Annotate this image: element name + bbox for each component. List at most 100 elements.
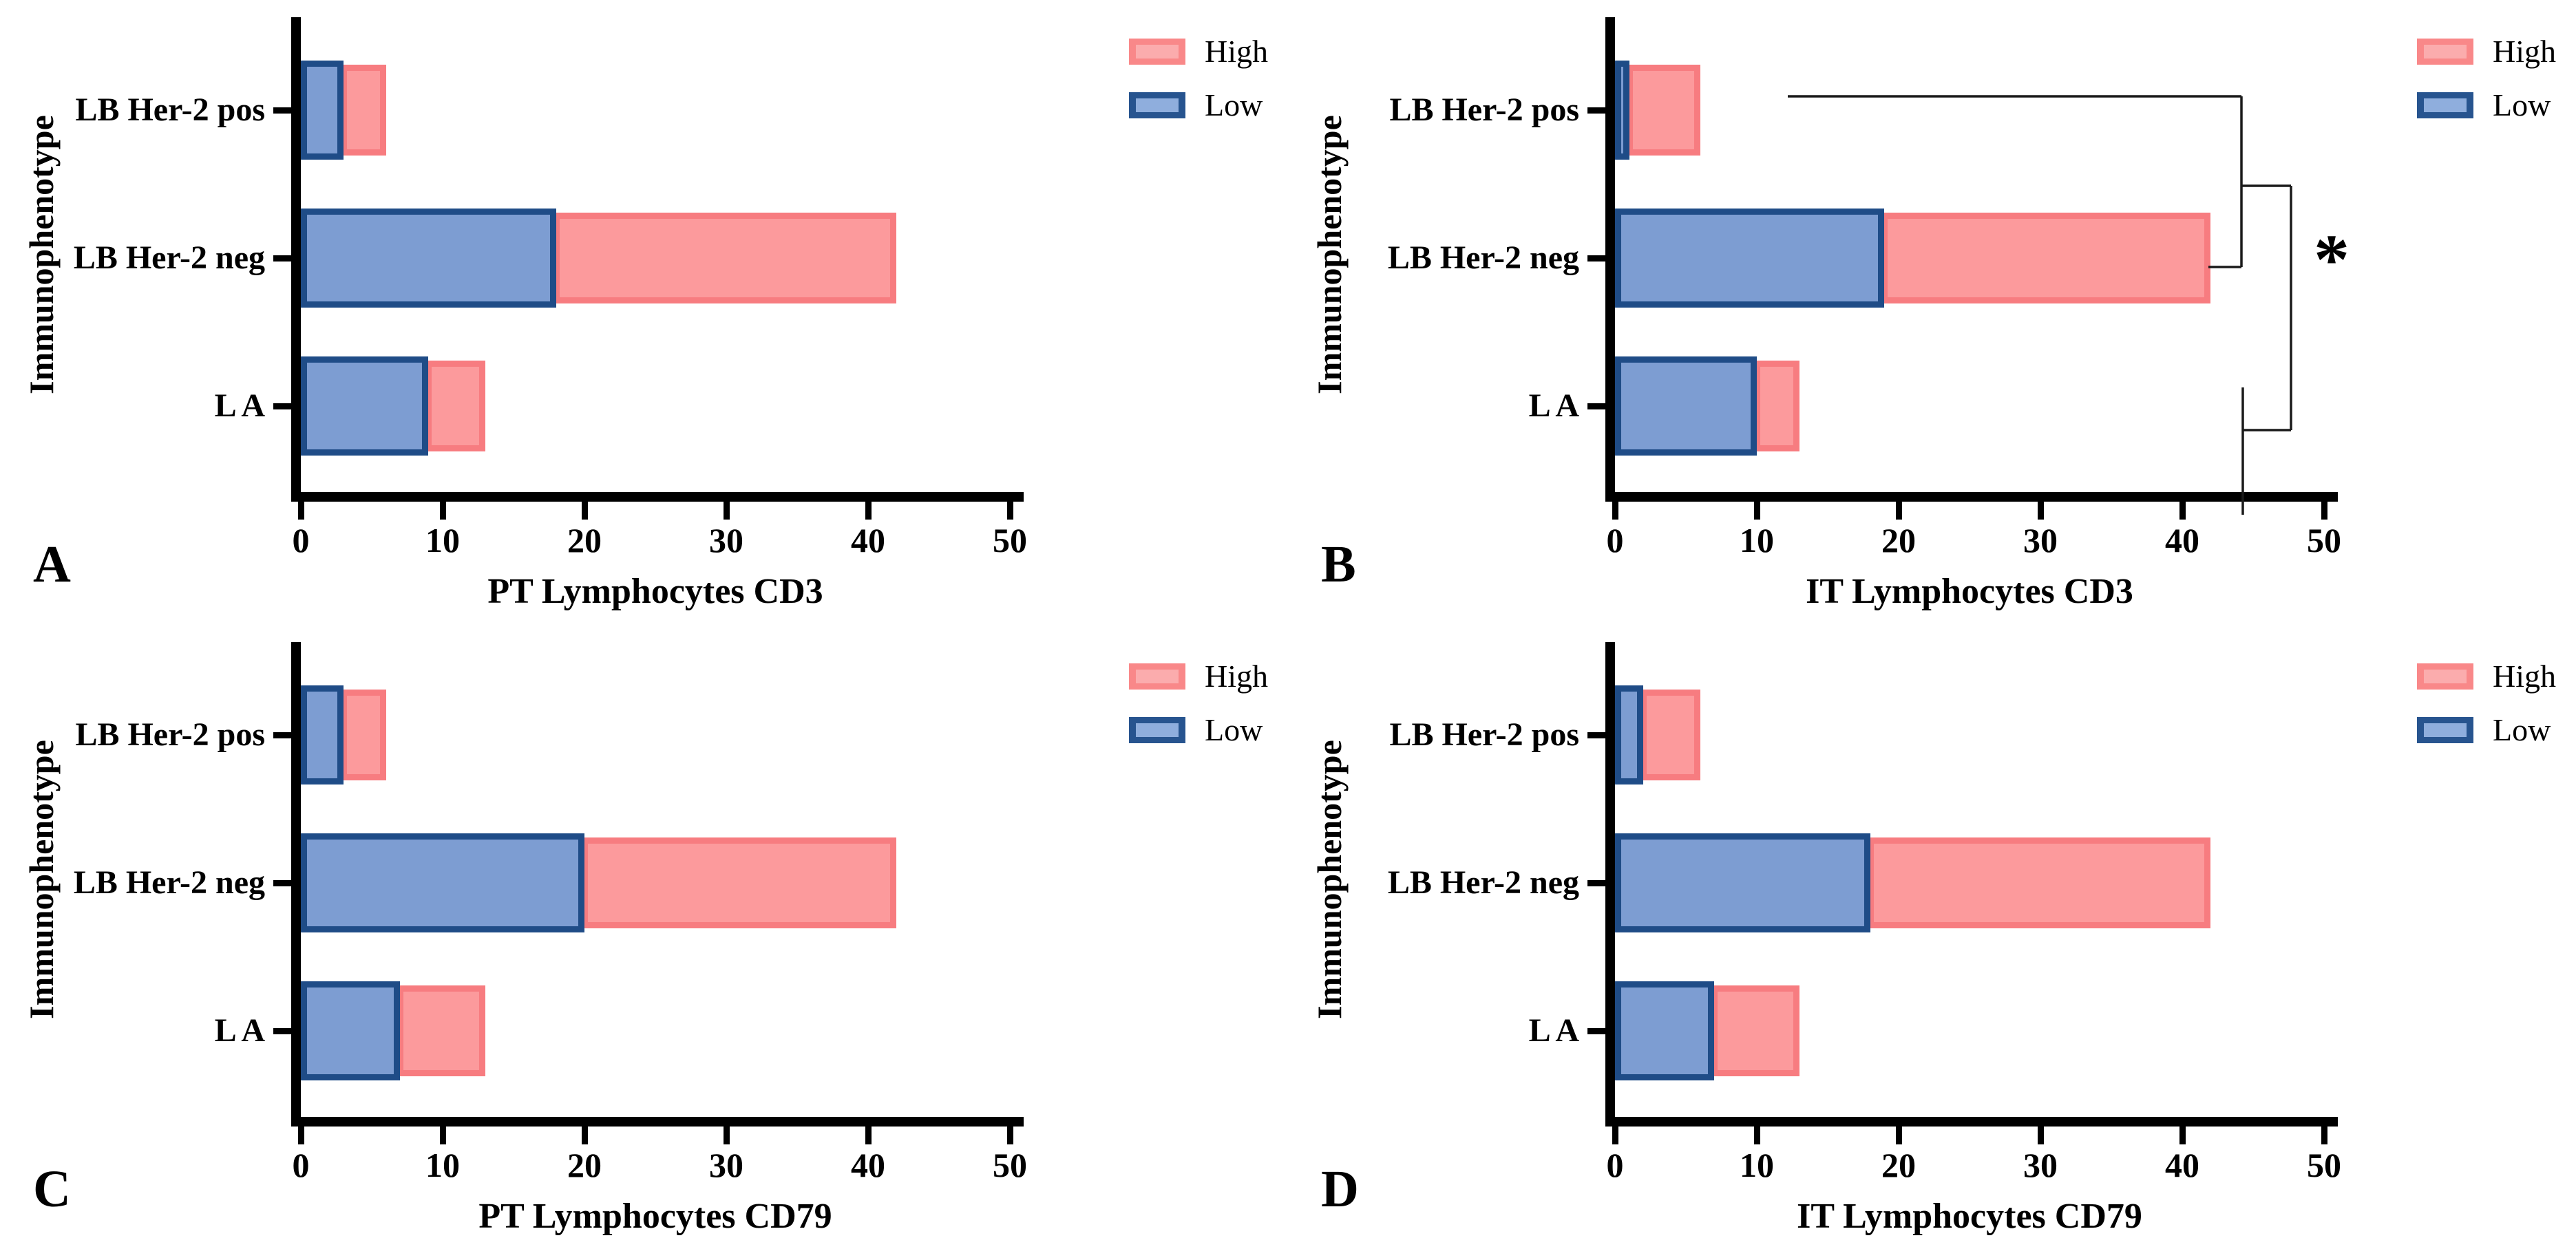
bar-low-c-0	[301, 685, 344, 784]
legend-swatch-low-d	[2417, 717, 2473, 743]
legend-label-low-d: Low	[2493, 712, 2551, 747]
legend-item-low-d: Low	[2417, 714, 2551, 746]
x-tick-label-b-40: 40	[2165, 521, 2199, 559]
legend-swatch-inner-low-d	[2424, 723, 2467, 737]
x-tick-c-20	[582, 1127, 588, 1144]
x-tick-label-c-10: 10	[425, 1146, 460, 1184]
panel-a-pt-lymphocytes-cd3: 0 10 20 30 40 50 LB Her-2 pos LB Her-2 neg L A Im…	[0, 0, 1288, 624]
panel-d-it-lymphocytes-cd79: 0 10 20 30 40 50 LB Her-2 pos LB Her-2 neg L A Im…	[1288, 625, 2576, 1249]
x-axis-line-c	[291, 1117, 1024, 1127]
x-tick-a-0	[298, 502, 304, 520]
x-tick-d-40	[2179, 1127, 2186, 1144]
bar-high-d-0	[1640, 690, 1700, 780]
x-axis-title-c: PT Lymphocytes CD79	[478, 1197, 832, 1236]
legend-swatch-inner-low-b	[2424, 98, 2467, 112]
x-tick-label-d-20: 20	[1881, 1146, 1916, 1184]
x-axis-title-b: IT Lymphocytes CD3	[1806, 572, 2133, 611]
bar-low-c-2	[301, 981, 401, 1080]
x-tick-label-a-40: 40	[851, 521, 885, 559]
x-axis-line-d	[1605, 1117, 2338, 1127]
legend-swatch-inner-low-c	[1136, 723, 1179, 737]
x-tick-label-a-20: 20	[567, 521, 602, 559]
x-tick-b-50	[2321, 502, 2327, 520]
bar-low-c-1	[301, 833, 584, 932]
legend-swatch-inner-high-c	[1136, 670, 1179, 683]
legend-label-high-b: High	[2493, 34, 2556, 69]
y-tick-b-2	[1587, 403, 1605, 409]
x-tick-label-c-20: 20	[567, 1146, 602, 1184]
category-label-a-1: LB Her-2 neg	[73, 239, 265, 276]
category-label-d-2: L A	[1528, 1012, 1579, 1049]
x-tick-label-d-10: 10	[1740, 1146, 1774, 1184]
x-tick-label-c-40: 40	[851, 1146, 885, 1184]
x-tick-d-30	[2038, 1127, 2044, 1144]
legend-label-low-a: Low	[1205, 87, 1263, 122]
bar-low-b-2	[1615, 356, 1757, 456]
bar-high-d-1	[1867, 837, 2211, 928]
y-axis-spine-a	[291, 17, 301, 502]
legend-swatch-high-a	[1129, 39, 1185, 65]
legend-swatch-inner-low-a	[1136, 98, 1179, 112]
legend-label-high-a: High	[1205, 34, 1268, 69]
y-tick-b-1	[1587, 255, 1605, 261]
bar-high-a-0	[340, 65, 386, 156]
category-label-c-1: LB Her-2 neg	[73, 864, 265, 901]
x-axis-line-a	[291, 492, 1024, 502]
bar-high-b-0	[1626, 65, 1700, 156]
x-tick-label-d-40: 40	[2165, 1146, 2199, 1184]
y-tick-a-1	[273, 255, 291, 261]
x-tick-d-50	[2321, 1127, 2327, 1144]
y-tick-d-1	[1587, 880, 1605, 886]
x-tick-b-30	[2038, 502, 2044, 520]
x-tick-a-10	[440, 502, 446, 520]
x-tick-label-c-30: 30	[709, 1146, 743, 1184]
significance-asterisk-b: *	[2314, 220, 2350, 299]
x-tick-label-a-0: 0	[292, 521, 310, 559]
x-axis-title-a: PT Lymphocytes CD3	[487, 572, 823, 611]
x-tick-c-30	[724, 1127, 730, 1144]
legend-label-low-c: Low	[1205, 712, 1263, 747]
x-tick-b-0	[1612, 502, 1618, 520]
bar-low-d-0	[1615, 685, 1644, 784]
x-tick-label-b-0: 0	[1606, 521, 1624, 559]
x-tick-a-50	[1007, 502, 1013, 520]
bar-low-b-0	[1615, 61, 1629, 160]
x-tick-a-30	[724, 502, 730, 520]
y-tick-a-0	[273, 107, 291, 114]
legend-label-high-d: High	[2493, 659, 2556, 694]
bar-low-d-2	[1615, 981, 1715, 1080]
category-label-d-1: LB Her-2 neg	[1387, 864, 1579, 901]
y-axis-title-b: Immunophenotype	[1310, 115, 1349, 394]
y-axis-spine-b	[1605, 17, 1615, 502]
x-axis-title-d: IT Lymphocytes CD79	[1797, 1197, 2142, 1236]
y-tick-c-2	[273, 1028, 291, 1034]
panel-c-pt-lymphocytes-cd79: 0 10 20 30 40 50 LB Her-2 pos LB Her-2 neg L A Im…	[0, 625, 1288, 1249]
legend-swatch-low-b	[2417, 92, 2473, 118]
panel-b-it-lymphocytes-cd3: 0 10 20 30 40 50 LB Her-2 pos LB Her-2 neg L A Im…	[1288, 0, 2576, 624]
legend-swatch-low-a	[1129, 92, 1185, 118]
bar-high-b-2	[1754, 361, 1799, 451]
panel-letter-a: A	[33, 535, 71, 593]
y-axis-spine-c	[291, 642, 301, 1127]
bar-low-b-1	[1615, 209, 1885, 308]
y-axis-title-c: Immunophenotype	[22, 740, 61, 1019]
legend-item-high-a: High	[1129, 36, 1268, 67]
panel-letter-d: D	[1321, 1160, 1359, 1218]
y-axis-title-d: Immunophenotype	[1310, 740, 1349, 1019]
x-tick-c-10	[440, 1127, 446, 1144]
legend-item-high-c: High	[1129, 661, 1268, 692]
y-axis-spine-d	[1605, 642, 1615, 1127]
bar-low-a-1	[301, 209, 556, 308]
category-label-b-2: L A	[1528, 387, 1579, 424]
x-tick-c-40	[865, 1127, 872, 1144]
category-label-b-1: LB Her-2 neg	[1387, 239, 1579, 276]
bar-high-c-2	[397, 985, 485, 1076]
legend-item-low-b: Low	[2417, 89, 2551, 121]
x-tick-label-a-10: 10	[425, 521, 460, 559]
x-tick-label-d-0: 0	[1606, 1146, 1624, 1184]
panel-letter-b: B	[1321, 535, 1356, 593]
legend-swatch-inner-high-b	[2424, 45, 2467, 58]
category-label-c-2: L A	[214, 1012, 265, 1049]
category-label-c-0: LB Her-2 pos	[75, 716, 265, 753]
bar-high-c-0	[340, 690, 386, 780]
